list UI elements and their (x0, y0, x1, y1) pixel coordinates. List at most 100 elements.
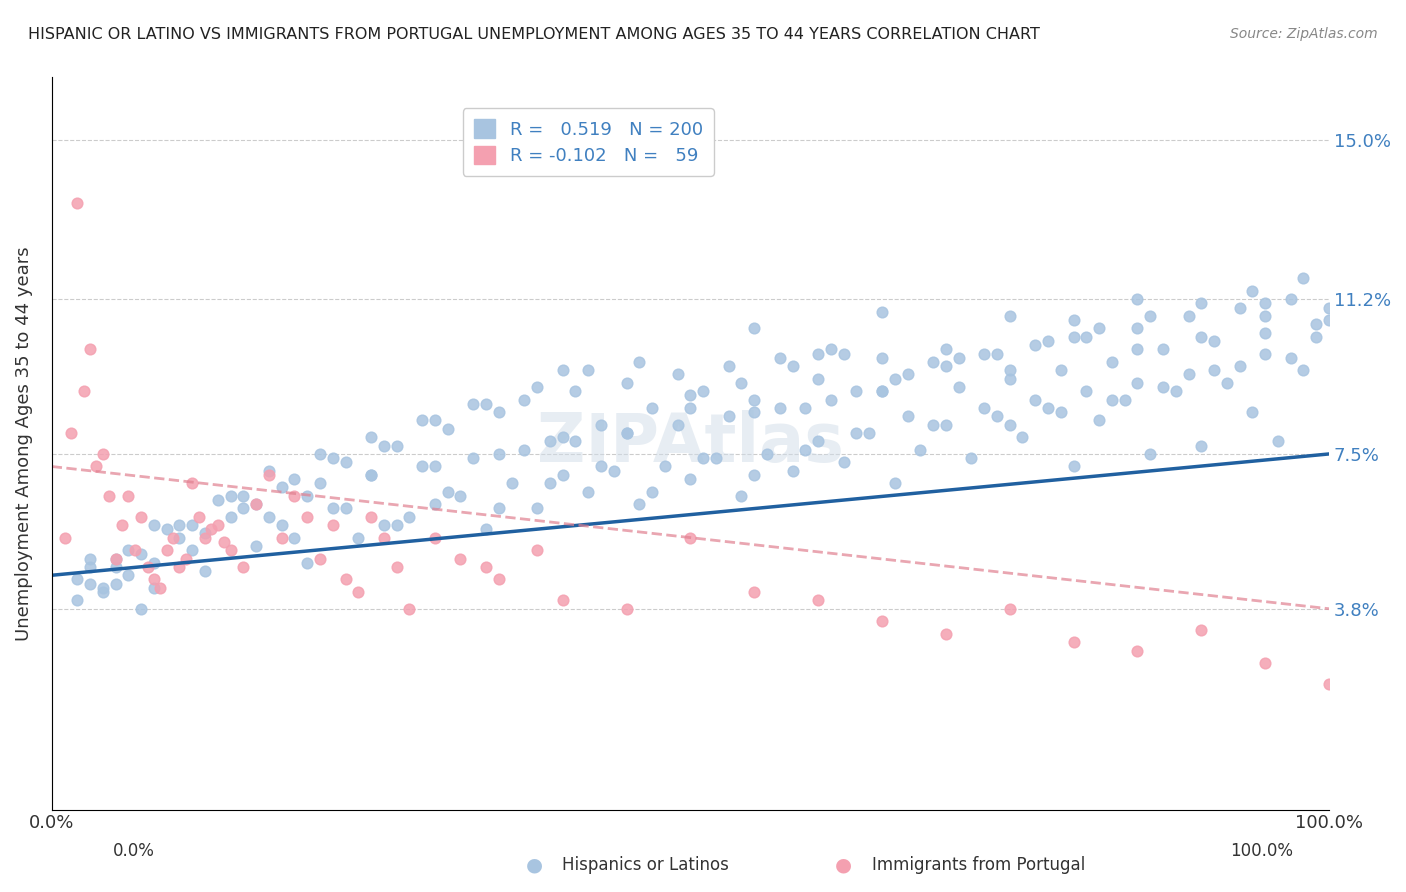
Hispanics or Latinos (79, 576, 101, 591)
Hispanics or Latinos (1241, 405, 1264, 419)
Hispanics or Latinos (564, 384, 586, 399)
Hispanics or Latinos (769, 401, 792, 415)
Hispanics or Latinos (66, 593, 89, 607)
Hispanics or Latinos (616, 425, 638, 440)
Hispanics or Latinos (1139, 309, 1161, 323)
Hispanics or Latinos (742, 467, 765, 482)
Hispanics or Latinos (423, 459, 446, 474)
Immigrants from Portugal (1126, 643, 1149, 657)
Hispanics or Latinos (91, 581, 114, 595)
Immigrants from Portugal (124, 543, 146, 558)
Hispanics or Latinos (935, 417, 957, 432)
Hispanics or Latinos (910, 442, 932, 457)
Hispanics or Latinos (1254, 296, 1277, 310)
Immigrants from Portugal (104, 551, 127, 566)
Hispanics or Latinos (181, 543, 204, 558)
Hispanics or Latinos (66, 573, 89, 587)
Hispanics or Latinos (1114, 392, 1136, 407)
Hispanics or Latinos (257, 509, 280, 524)
Text: Immigrants from Portugal: Immigrants from Portugal (872, 856, 1085, 874)
Hispanics or Latinos (998, 371, 1021, 385)
Hispanics or Latinos (717, 359, 740, 373)
Hispanics or Latinos (1164, 384, 1187, 399)
Hispanics or Latinos (436, 484, 458, 499)
Immigrants from Portugal (219, 543, 242, 558)
Immigrants from Portugal (998, 601, 1021, 615)
Hispanics or Latinos (616, 425, 638, 440)
Immigrants from Portugal (679, 531, 702, 545)
Hispanics or Latinos (589, 417, 612, 432)
Hispanics or Latinos (423, 413, 446, 427)
Hispanics or Latinos (538, 434, 561, 449)
Hispanics or Latinos (807, 434, 830, 449)
Immigrants from Portugal (79, 343, 101, 357)
Text: Hispanics or Latinos: Hispanics or Latinos (562, 856, 730, 874)
Hispanics or Latinos (538, 476, 561, 491)
Hispanics or Latinos (129, 547, 152, 561)
Hispanics or Latinos (1011, 430, 1033, 444)
Immigrants from Portugal (66, 196, 89, 211)
Hispanics or Latinos (666, 368, 689, 382)
Hispanics or Latinos (463, 397, 485, 411)
Hispanics or Latinos (1177, 368, 1199, 382)
Immigrants from Portugal (870, 615, 893, 629)
Hispanics or Latinos (973, 401, 995, 415)
Hispanics or Latinos (1189, 439, 1212, 453)
Text: ●: ● (835, 855, 852, 874)
Hispanics or Latinos (998, 417, 1021, 432)
Hispanics or Latinos (411, 459, 433, 474)
Hispanics or Latinos (1088, 321, 1111, 335)
Hispanics or Latinos (883, 371, 905, 385)
Hispanics or Latinos (117, 543, 139, 558)
Hispanics or Latinos (628, 355, 651, 369)
Immigrants from Portugal (156, 543, 179, 558)
Hispanics or Latinos (998, 309, 1021, 323)
Hispanics or Latinos (641, 484, 664, 499)
Hispanics or Latinos (526, 501, 548, 516)
Hispanics or Latinos (1254, 326, 1277, 340)
Hispanics or Latinos (1088, 413, 1111, 427)
Hispanics or Latinos (820, 343, 842, 357)
Hispanics or Latinos (551, 430, 574, 444)
Hispanics or Latinos (922, 355, 945, 369)
Hispanics or Latinos (794, 401, 817, 415)
Hispanics or Latinos (1279, 292, 1302, 306)
Hispanics or Latinos (935, 343, 957, 357)
Hispanics or Latinos (335, 455, 357, 469)
Immigrants from Portugal (360, 509, 382, 524)
Hispanics or Latinos (194, 526, 217, 541)
Hispanics or Latinos (564, 434, 586, 449)
Hispanics or Latinos (832, 455, 855, 469)
Y-axis label: Unemployment Among Ages 35 to 44 years: Unemployment Among Ages 35 to 44 years (15, 246, 32, 640)
Immigrants from Portugal (59, 425, 82, 440)
Hispanics or Latinos (423, 497, 446, 511)
Hispanics or Latinos (104, 560, 127, 574)
Hispanics or Latinos (322, 501, 344, 516)
Hispanics or Latinos (679, 401, 702, 415)
Immigrants from Portugal (270, 531, 292, 545)
Hispanics or Latinos (295, 556, 318, 570)
Hispanics or Latinos (870, 384, 893, 399)
Hispanics or Latinos (1101, 392, 1123, 407)
Hispanics or Latinos (576, 484, 599, 499)
Immigrants from Portugal (935, 627, 957, 641)
Immigrants from Portugal (283, 489, 305, 503)
Hispanics or Latinos (360, 467, 382, 482)
Hispanics or Latinos (194, 564, 217, 578)
Hispanics or Latinos (730, 376, 752, 390)
Hispanics or Latinos (948, 351, 970, 365)
Immigrants from Portugal (1317, 677, 1340, 691)
Hispanics or Latinos (360, 430, 382, 444)
Immigrants from Portugal (212, 534, 235, 549)
Hispanics or Latinos (589, 459, 612, 474)
Hispanics or Latinos (1024, 338, 1046, 352)
Hispanics or Latinos (169, 518, 191, 533)
Hispanics or Latinos (398, 509, 420, 524)
Immigrants from Portugal (136, 560, 159, 574)
Hispanics or Latinos (1126, 321, 1149, 335)
Hispanics or Latinos (129, 601, 152, 615)
Hispanics or Latinos (922, 417, 945, 432)
Hispanics or Latinos (1036, 334, 1059, 348)
Immigrants from Portugal (86, 459, 108, 474)
Hispanics or Latinos (717, 409, 740, 424)
